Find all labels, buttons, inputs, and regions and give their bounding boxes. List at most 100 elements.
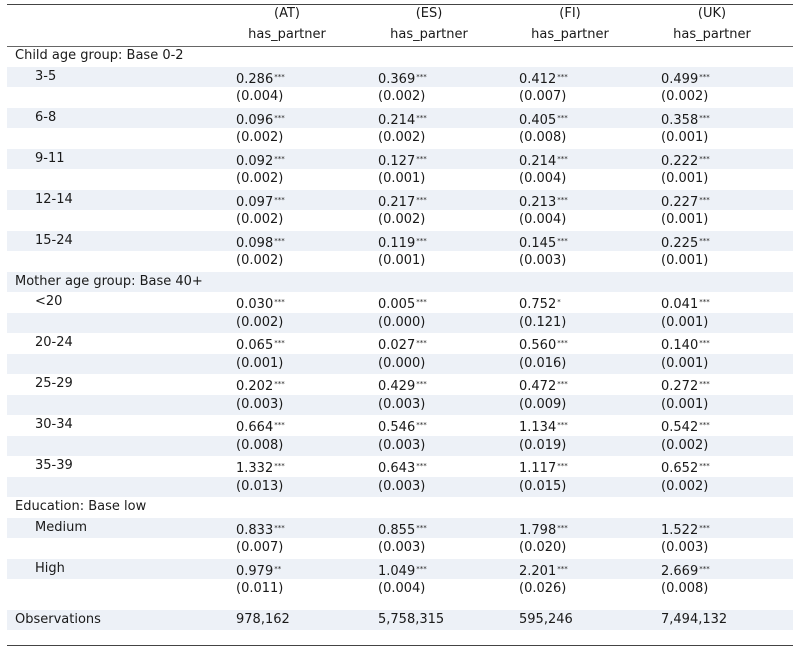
standard-error-cell: (0.001) bbox=[378, 253, 426, 268]
coefficient-cell: 0.472*** bbox=[519, 374, 568, 398]
row-label: 6-8 bbox=[35, 109, 57, 125]
standard-error-cell: (0.003) bbox=[378, 396, 426, 412]
standard-error-cell: (0.002) bbox=[661, 478, 709, 494]
dependent-variable-row: has_partner has_partner has_partner has_… bbox=[7, 24, 793, 46]
coefficient-value: 0.065 bbox=[236, 338, 274, 353]
standard-error-cell: (0.003) bbox=[661, 540, 709, 555]
significance-stars: ** bbox=[274, 564, 282, 573]
coefficient-value: 0.027 bbox=[378, 338, 416, 353]
bottom-rule bbox=[7, 645, 793, 646]
standard-error-cell: (0.003) bbox=[378, 478, 426, 494]
row-label: 30-34 bbox=[35, 417, 73, 432]
coefficient-row: 15-24 0.098*** 0.119*** 0.145*** 0.225*** bbox=[7, 230, 793, 255]
coefficient-value: 1.134 bbox=[519, 420, 557, 435]
coefficient-cell: 0.098*** bbox=[236, 231, 285, 255]
significance-stars: *** bbox=[416, 421, 427, 429]
standard-error-cell: (0.007) bbox=[519, 89, 567, 104]
coefficient-value: 0.096 bbox=[236, 112, 274, 128]
coefficient-row: 9-11 0.092*** 0.127*** 0.214*** 0.222*** bbox=[7, 148, 793, 173]
coefficient-cell: 0.127*** bbox=[378, 149, 427, 173]
row-label: Medium bbox=[35, 519, 87, 535]
standard-error-cell: (0.008) bbox=[519, 130, 567, 145]
coefficient-cell: 0.030*** bbox=[236, 292, 285, 316]
coefficient-cell: 1.798*** bbox=[519, 518, 568, 542]
coefficient-cell: 0.140*** bbox=[661, 333, 710, 357]
section-title-row: Education: Base low bbox=[7, 497, 793, 518]
coefficient-cell: 0.222*** bbox=[661, 149, 710, 173]
coefficient-value: 0.979 bbox=[236, 563, 274, 579]
coefficient-cell: 2.201*** bbox=[519, 559, 568, 583]
coefficient-cell: 0.202*** bbox=[236, 374, 285, 398]
coefficient-value: 0.202 bbox=[236, 379, 274, 394]
standard-error-cell: (0.016) bbox=[519, 355, 567, 371]
significance-stars: *** bbox=[416, 339, 427, 347]
coefficient-cell: 0.499*** bbox=[661, 67, 710, 91]
significance-stars: *** bbox=[416, 523, 427, 532]
standard-error-cell: (0.002) bbox=[236, 130, 284, 145]
observations-row: Observations 978,162 5,758,315 595,246 7,494… bbox=[7, 609, 793, 630]
standard-error-cell: (0.001) bbox=[661, 253, 709, 268]
coefficient-cell: 0.560*** bbox=[519, 333, 568, 357]
standard-error-cell: (0.002) bbox=[236, 212, 284, 227]
coefficient-cell: 0.272*** bbox=[661, 374, 710, 398]
dependent-variable-label: has_partner bbox=[531, 27, 609, 42]
standard-error-cell: (0.019) bbox=[519, 437, 567, 453]
significance-stars: *** bbox=[699, 298, 710, 306]
observations-value: 5,758,315 bbox=[378, 611, 445, 627]
coefficient-cell: 0.546*** bbox=[378, 415, 427, 439]
row-label: <20 bbox=[35, 294, 63, 309]
significance-stars: *** bbox=[699, 421, 710, 429]
standard-error-cell: (0.001) bbox=[661, 355, 709, 371]
coefficient-value: 0.560 bbox=[519, 338, 557, 353]
significance-stars: *** bbox=[274, 380, 285, 388]
spacer-row bbox=[7, 600, 793, 610]
standard-error-cell: (0.002) bbox=[378, 212, 426, 227]
standard-error-row: (0.002) (0.002) (0.004) (0.001) bbox=[7, 210, 793, 231]
standard-error-cell: (0.013) bbox=[236, 478, 284, 494]
standard-error-cell: (0.026) bbox=[519, 581, 567, 596]
coefficient-value: 0.369 bbox=[378, 71, 416, 87]
coefficient-value: 0.664 bbox=[236, 420, 274, 435]
standard-error-cell: (0.015) bbox=[519, 478, 567, 494]
coefficient-cell: 0.214*** bbox=[378, 108, 427, 132]
coefficient-cell: 1.332*** bbox=[236, 456, 285, 480]
significance-stars: *** bbox=[557, 462, 568, 470]
coefficient-value: 0.272 bbox=[661, 379, 699, 394]
standard-error-cell: (0.020) bbox=[519, 540, 567, 555]
coefficient-cell: 1.049*** bbox=[378, 559, 427, 583]
significance-stars: *** bbox=[557, 72, 568, 81]
standard-error-cell: (0.002) bbox=[378, 130, 426, 145]
coefficient-cell: 0.412*** bbox=[519, 67, 568, 91]
coefficient-value: 0.643 bbox=[378, 461, 416, 476]
coefficient-value: 0.472 bbox=[519, 379, 557, 394]
coefficient-cell: 0.542*** bbox=[661, 415, 710, 439]
coefficient-cell: 0.065*** bbox=[236, 333, 285, 357]
coefficient-cell: 0.145*** bbox=[519, 231, 568, 255]
section-title: Mother age group: Base 40+ bbox=[15, 273, 203, 289]
significance-stars: *** bbox=[274, 339, 285, 347]
coefficient-row: 6-8 0.096*** 0.214*** 0.405*** 0.358*** bbox=[7, 107, 793, 132]
standard-error-row: (0.013) (0.003) (0.015) (0.002) bbox=[7, 476, 793, 497]
standard-error-cell: (0.004) bbox=[236, 89, 284, 104]
standard-error-cell: (0.002) bbox=[236, 171, 284, 186]
coefficient-value: 2.669 bbox=[661, 563, 699, 579]
coefficient-value: 0.213 bbox=[519, 194, 557, 210]
coefficient-value: 0.030 bbox=[236, 297, 274, 312]
coefficient-value: 0.412 bbox=[519, 71, 557, 87]
dependent-variable-label: has_partner bbox=[673, 27, 751, 42]
coefficient-cell: 0.833*** bbox=[236, 518, 285, 542]
standard-error-cell: (0.002) bbox=[236, 314, 284, 330]
significance-stars: *** bbox=[699, 462, 710, 470]
coefficient-cell: 0.214*** bbox=[519, 149, 568, 173]
coefficient-value: 0.286 bbox=[236, 71, 274, 87]
coefficient-value: 0.145 bbox=[519, 235, 557, 251]
coefficient-row: 30-34 0.664*** 0.546*** 1.134*** 0.542*** bbox=[7, 415, 793, 436]
coefficient-value: 0.097 bbox=[236, 194, 274, 210]
header-rule bbox=[7, 46, 793, 47]
standard-error-cell: (0.003) bbox=[378, 540, 426, 555]
significance-stars: *** bbox=[699, 236, 710, 245]
standard-error-cell: (0.008) bbox=[236, 437, 284, 453]
standard-error-cell: (0.003) bbox=[236, 396, 284, 412]
coefficient-cell: 0.429*** bbox=[378, 374, 427, 398]
standard-error-cell: (0.000) bbox=[378, 314, 426, 330]
